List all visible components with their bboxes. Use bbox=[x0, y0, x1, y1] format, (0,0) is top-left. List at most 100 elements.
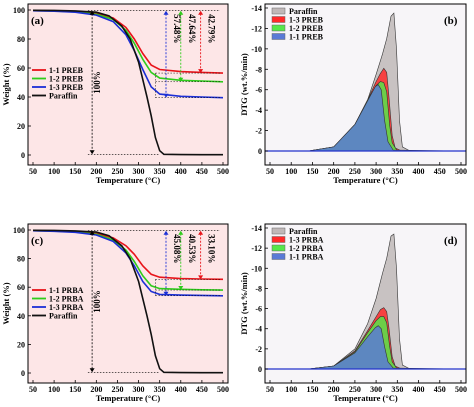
legend-label: Paraffin bbox=[289, 227, 318, 236]
plot-area bbox=[265, 233, 466, 370]
legend-swatch bbox=[271, 227, 286, 235]
legend-swatch bbox=[271, 244, 286, 252]
arrow-head bbox=[178, 77, 184, 82]
x-tick-label: 50 bbox=[266, 167, 274, 176]
x-axis-label: Temperature (°C) bbox=[96, 175, 161, 185]
arrow-head bbox=[198, 275, 204, 280]
series-outline-0 bbox=[308, 233, 461, 370]
legend-label: 1-1 PRBA bbox=[289, 253, 324, 262]
arrow-head bbox=[163, 10, 169, 15]
legend-label: Paraffin bbox=[49, 92, 78, 101]
x-tick-label: 150 bbox=[306, 385, 318, 394]
x-tick-label: 50 bbox=[29, 167, 37, 176]
panel-label: (b) bbox=[444, 15, 458, 27]
y-tick-label: -2 bbox=[255, 345, 262, 354]
y-axis-label: DTG (wt.%/min) bbox=[239, 53, 249, 116]
x-tick-label: 200 bbox=[90, 167, 102, 176]
panel-d: 50 100 150 200 250 300 350 400 450 500 0 -2 -4 -6 -8 -1… bbox=[239, 223, 467, 403]
y-tick-label: 80 bbox=[17, 35, 25, 44]
y-tick-label: -12 bbox=[251, 24, 262, 33]
arrow-head bbox=[178, 230, 184, 235]
annotation-residue: 45.08% bbox=[172, 234, 182, 263]
legend-swatch bbox=[271, 33, 286, 40]
legend-swatch bbox=[271, 16, 286, 23]
arrow-head bbox=[89, 230, 95, 235]
panel-label: (a) bbox=[31, 15, 44, 27]
x-tick-label: 400 bbox=[175, 167, 187, 176]
x-tick-label: 450 bbox=[196, 167, 208, 176]
arrow-head bbox=[163, 291, 169, 296]
x-tick-label: 200 bbox=[90, 385, 102, 394]
legend-label: 1-2 PREB bbox=[289, 24, 324, 33]
x-axis-label: Temperature (°C) bbox=[333, 175, 398, 185]
x-tick-label: 100 bbox=[48, 385, 60, 394]
x-tick-label: 400 bbox=[413, 167, 425, 176]
y-tick-label: -8 bbox=[255, 284, 262, 293]
y-tick-label: -10 bbox=[251, 45, 262, 54]
panel-b: 50 100 150 200 250 300 350 400 450 500 0 -2 -4 -6 -8 -1… bbox=[239, 3, 467, 185]
x-tick-label: 200 bbox=[328, 167, 340, 176]
annotation-residue: 47.64% bbox=[187, 14, 197, 43]
annotation-100: 100% bbox=[92, 71, 102, 94]
x-tick-label: 300 bbox=[370, 385, 382, 394]
x-tick-label: 150 bbox=[69, 167, 81, 176]
x-tick-label: 100 bbox=[48, 167, 60, 176]
plot-frame bbox=[27, 223, 229, 384]
plot-frame bbox=[27, 3, 229, 166]
x-tick-label: 450 bbox=[434, 385, 446, 394]
x-tick-label: 250 bbox=[349, 167, 361, 176]
panel-label: (c) bbox=[31, 235, 44, 247]
arrow-head bbox=[178, 10, 184, 15]
x-axis-label: Temperature (°C) bbox=[96, 393, 161, 403]
y-tick-label: -12 bbox=[251, 244, 262, 253]
legend-label: 1-1 PRBA bbox=[49, 286, 84, 295]
y-tick-label: 20 bbox=[17, 122, 25, 131]
y-tick-label: 0 bbox=[258, 365, 262, 374]
arrow-head bbox=[178, 286, 184, 291]
legend-swatch bbox=[271, 7, 286, 15]
y-tick-label: 100 bbox=[13, 6, 25, 15]
x-tick-label: 450 bbox=[196, 385, 208, 394]
annotations: 100% 45.08% 40.53% 33.10% bbox=[87, 230, 220, 373]
legend-label: Paraffin bbox=[289, 7, 318, 16]
legend-label: 1-2 PRBA bbox=[49, 295, 84, 304]
x-tick-label: 350 bbox=[391, 167, 403, 176]
arrow-head bbox=[198, 69, 204, 74]
panel-a: 50 100 150 200 250 300 350 400 450 500 0 20 40 60 80 10… bbox=[1, 3, 229, 185]
y-tick-label: 60 bbox=[17, 64, 25, 73]
x-tick-label: 150 bbox=[69, 385, 81, 394]
plot-frame bbox=[264, 3, 467, 166]
legend-label: 1-3 PREB bbox=[289, 16, 324, 25]
arrow-head bbox=[163, 230, 169, 235]
x-tick-label: 200 bbox=[328, 385, 340, 394]
y-tick-label: -6 bbox=[255, 86, 262, 95]
x-tick-label: 500 bbox=[217, 167, 229, 176]
y-tick-label: 0 bbox=[21, 369, 25, 378]
y-tick-label: 80 bbox=[17, 255, 25, 264]
y-axis-label: DTG (wt.%/min) bbox=[239, 272, 249, 335]
legend-label: 1-2 PREB bbox=[49, 75, 84, 84]
y-tick-label: 40 bbox=[17, 312, 25, 321]
annotations: 100% 57.48% 47.64% 42.79% bbox=[87, 10, 220, 155]
x-axis-label: Temperature (°C) bbox=[333, 393, 398, 403]
annotation-residue: 57.48% bbox=[172, 14, 182, 43]
plot-area bbox=[265, 12, 466, 152]
y-tick-label: -10 bbox=[251, 264, 262, 273]
arrow-head bbox=[89, 368, 95, 373]
y-tick-label: 0 bbox=[21, 151, 25, 160]
y-tick-label: -6 bbox=[255, 305, 262, 314]
x-tick-label: 50 bbox=[266, 385, 274, 394]
y-tick-label: 20 bbox=[17, 340, 25, 349]
y-axis-label: Weight (%) bbox=[1, 63, 11, 105]
panel-c: 50 100 150 200 250 300 350 400 450 500 0 20 40 60 80 10… bbox=[1, 223, 229, 403]
arrow-head bbox=[89, 10, 95, 15]
annotation-residue: 40.53% bbox=[187, 234, 197, 263]
plot-background bbox=[28, 224, 228, 383]
x-tick-label: 300 bbox=[370, 167, 382, 176]
y-tick-label: -14 bbox=[251, 224, 262, 233]
y-tick-label: -2 bbox=[255, 127, 262, 136]
y-tick-label: -8 bbox=[255, 65, 262, 74]
